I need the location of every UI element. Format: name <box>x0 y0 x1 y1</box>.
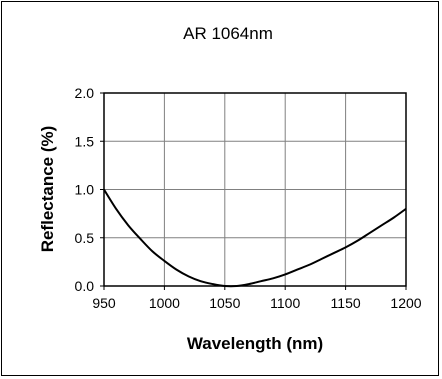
x-axis-label: Wavelength (nm) <box>187 334 323 353</box>
x-tick-label: 1150 <box>331 295 361 311</box>
grid <box>103 92 407 287</box>
x-tick-label: 1050 <box>209 295 240 311</box>
reflectance-curve <box>103 188 407 288</box>
y-axis-label: Reflectance (%) <box>38 126 57 253</box>
y-tick-label: 2.0 <box>75 85 95 101</box>
x-tick-label: 950 <box>92 295 116 311</box>
x-tick-label: 1000 <box>149 295 180 311</box>
y-tick-labels: 2.0 1.5 1.0 0.5 0.0 <box>75 85 104 294</box>
y-tick-label: 1.0 <box>75 182 95 198</box>
y-tick-label: 0.5 <box>75 230 95 246</box>
y-tick-label: 0.0 <box>75 278 95 294</box>
x-tick-labels: 950 1000 1050 1100 1150 1200 <box>92 286 422 311</box>
chart-title: AR 1064nm <box>183 24 273 43</box>
y-tick-label: 1.5 <box>75 133 95 149</box>
x-tick-label: 1200 <box>390 295 421 311</box>
x-tick-label: 1100 <box>270 295 300 311</box>
